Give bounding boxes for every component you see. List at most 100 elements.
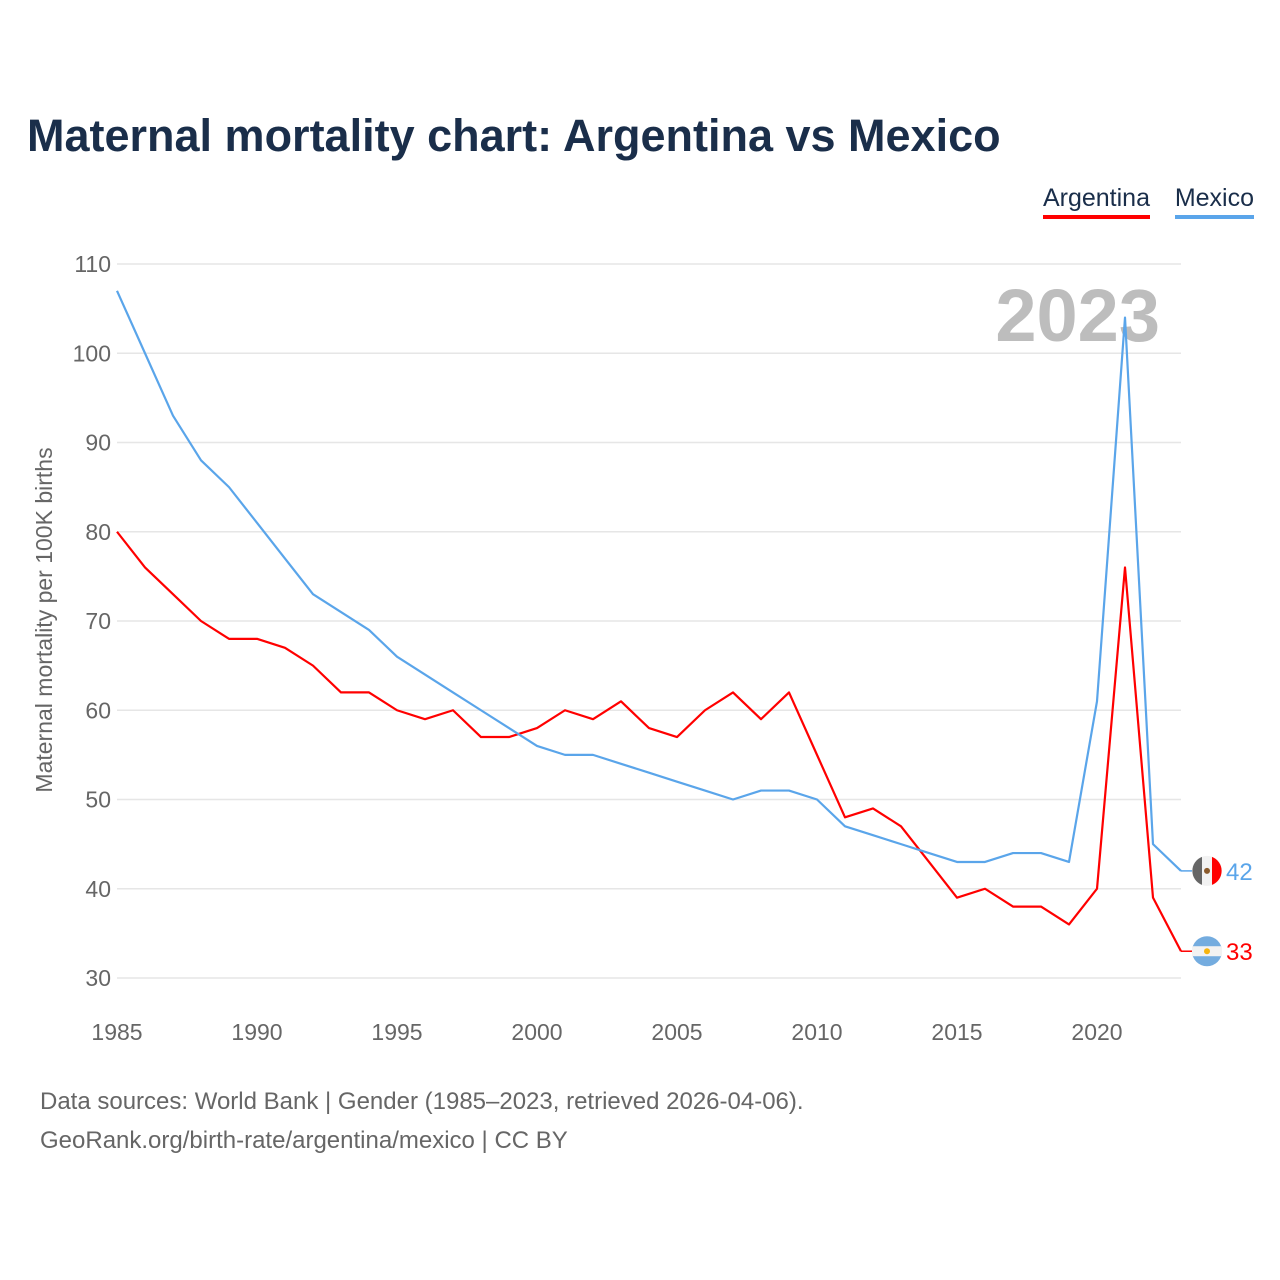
x-tick-label: 2015 [931, 1019, 982, 1045]
data-point [731, 798, 735, 802]
data-point [787, 789, 791, 793]
chart-title: Maternal mortality chart: Argentina vs M… [27, 110, 1001, 161]
y-tick-label: 50 [85, 787, 111, 813]
data-point [479, 735, 483, 739]
data-point [675, 780, 679, 784]
data-point [899, 824, 903, 828]
y-axis-label: Maternal mortality per 100K births [31, 447, 57, 792]
x-tick-label: 2005 [651, 1019, 702, 1045]
data-point [395, 708, 399, 712]
data-point [1123, 316, 1127, 320]
y-tick-label: 80 [85, 519, 111, 545]
data-point [871, 833, 875, 837]
data-point [199, 458, 203, 462]
data-point [311, 592, 315, 596]
data-point [1039, 851, 1043, 855]
mexico-flag-icon [1192, 855, 1222, 886]
data-point [703, 789, 707, 793]
end-value-label: 42 [1226, 859, 1253, 886]
data-point [311, 664, 315, 668]
data-point [367, 690, 371, 694]
x-tick-label: 2020 [1071, 1019, 1122, 1045]
y-tick-label: 40 [85, 876, 111, 902]
data-point [843, 815, 847, 819]
data-point [507, 735, 511, 739]
data-point [563, 753, 567, 757]
data-point [1067, 922, 1071, 926]
year-watermark: 2023 [995, 274, 1160, 357]
y-tick-label: 70 [85, 608, 111, 634]
series-line-argentina [116, 531, 1182, 952]
data-point [1151, 896, 1155, 900]
data-point [1095, 887, 1099, 891]
data-point [1011, 905, 1015, 909]
data-point [423, 673, 427, 677]
data-point [955, 896, 959, 900]
y-tick-label: 30 [85, 965, 111, 991]
data-point [171, 592, 175, 596]
data-point [619, 762, 623, 766]
y-tick-label: 90 [85, 430, 111, 456]
data-point [703, 708, 707, 712]
x-tick-label: 2010 [791, 1019, 842, 1045]
data-point [199, 619, 203, 623]
data-point [1123, 565, 1127, 569]
x-tick-label: 1995 [371, 1019, 422, 1045]
legend-mexico[interactable]: Mexico [1174, 184, 1254, 219]
data-point [451, 690, 455, 694]
data-point [1095, 699, 1099, 703]
data-point [647, 726, 651, 730]
data-point [675, 735, 679, 739]
data-point [1039, 905, 1043, 909]
data-point [983, 887, 987, 891]
data-point [283, 646, 287, 650]
y-tick-label: 100 [73, 340, 111, 366]
data-point [647, 771, 651, 775]
data-point [815, 753, 819, 757]
data-point [955, 860, 959, 864]
data-point [619, 699, 623, 703]
data-point [983, 860, 987, 864]
data-point [479, 708, 483, 712]
data-point [143, 565, 147, 569]
data-point [815, 798, 819, 802]
data-point [899, 842, 903, 846]
data-point [171, 414, 175, 418]
data-point [871, 806, 875, 810]
x-tick-label: 1985 [91, 1019, 142, 1045]
x-tick-label: 2000 [511, 1019, 562, 1045]
data-point [115, 530, 119, 534]
data-point [1067, 860, 1071, 864]
data-point [843, 824, 847, 828]
y-tick-label: 110 [74, 251, 111, 277]
series-line-mexico [115, 290, 1182, 872]
legend-argentina[interactable]: Argentina [1042, 184, 1150, 219]
footer-link[interactable]: GeoRank.org/birth-rate/argentina/mexico … [40, 1127, 568, 1154]
data-point [143, 351, 147, 355]
data-point [563, 708, 567, 712]
data-point [227, 637, 231, 641]
footer-sources: Data sources: World Bank | Gender (1985–… [40, 1088, 804, 1115]
data-point [339, 690, 343, 694]
end-value-label: 33 [1226, 939, 1253, 966]
data-point [759, 789, 763, 793]
argentina-flag-icon [1192, 936, 1222, 967]
data-point [451, 708, 455, 712]
data-point [535, 744, 539, 748]
data-point [927, 851, 931, 855]
data-point [591, 753, 595, 757]
data-point [591, 717, 595, 721]
data-point [255, 637, 259, 641]
data-point [227, 485, 231, 489]
data-point [1151, 842, 1155, 846]
data-point [759, 717, 763, 721]
data-point [423, 717, 427, 721]
data-point [731, 690, 735, 694]
data-point [395, 655, 399, 659]
data-point [367, 628, 371, 632]
data-point [507, 726, 511, 730]
data-point [255, 521, 259, 525]
data-point [1011, 851, 1015, 855]
data-point [787, 690, 791, 694]
